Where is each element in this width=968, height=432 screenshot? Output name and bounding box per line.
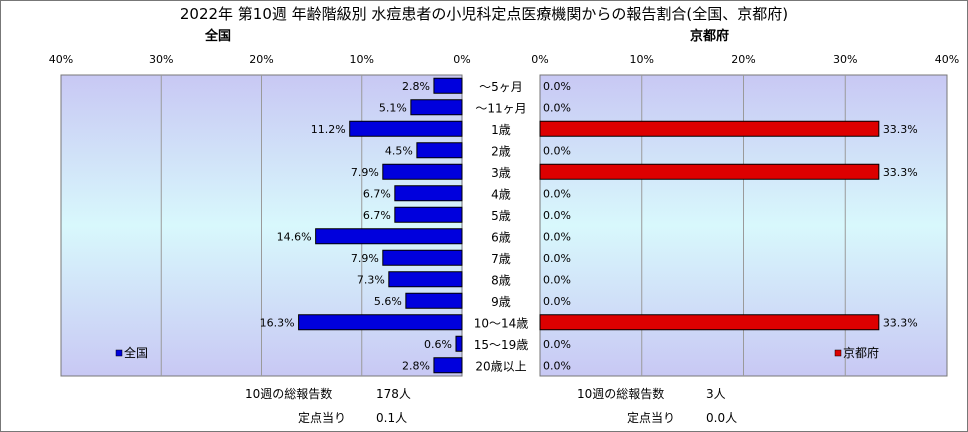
national-bar — [349, 120, 463, 137]
national-data-label: 2.8% — [402, 359, 430, 372]
national-subtitle: 全国 — [205, 29, 232, 44]
age-category-label: 〜5ヶ月 — [479, 80, 523, 94]
national-bar — [394, 185, 463, 202]
kyoto-data-label: 0.0% — [543, 144, 571, 157]
national-bar — [433, 357, 463, 374]
national-bar — [298, 314, 463, 331]
national-data-label: 4.5% — [385, 144, 413, 157]
national-bar — [455, 335, 463, 352]
national-total-label: 10週の総報告数 — [245, 387, 333, 401]
chart-title: 2022年 第10週 年齢階級別 水痘患者の小児科定点医療機関からの報告割合(全… — [179, 5, 789, 23]
kyoto-per-label: 定点当り — [627, 411, 676, 425]
kyoto-per-value: 0.0人 — [706, 411, 738, 425]
age-category-label: 8歳 — [491, 273, 511, 287]
age-category-label: 6歳 — [491, 230, 511, 244]
kyoto-data-label: 0.0% — [543, 338, 571, 351]
national-per-value: 0.1人 — [376, 411, 408, 425]
kyoto-tick-label: 0% — [531, 53, 548, 66]
national-bar — [382, 249, 463, 266]
national-tick-label: 40% — [49, 53, 73, 66]
national-data-label: 11.2% — [311, 123, 346, 136]
national-panel: 40% 30% 20% 10% 0% 2.8% 5.1% 11.2% 4.5% 7.9% 6.7% 6… — [49, 53, 471, 377]
kyoto-tick-label: 40% — [935, 53, 959, 66]
kyoto-data-label: 33.3% — [883, 166, 918, 179]
national-data-label: 2.8% — [402, 80, 430, 93]
national-legend-label: 全国 — [124, 345, 148, 360]
national-data-label: 7.3% — [357, 273, 385, 286]
kyoto-data-label: 33.3% — [883, 316, 918, 329]
kyoto-total-label: 10週の総報告数 — [577, 387, 665, 401]
kyoto-data-label: 0.0% — [543, 295, 571, 308]
kyoto-subtitle: 京都府 — [690, 29, 730, 44]
national-bar — [388, 271, 463, 288]
age-category-label: 4歳 — [491, 187, 511, 201]
national-data-label: 0.6% — [424, 338, 452, 351]
age-category-label: 1歳 — [491, 123, 511, 137]
kyoto-bar — [539, 163, 880, 180]
age-category-label: 20歳以上 — [475, 359, 526, 373]
national-total-value: 178人 — [376, 387, 411, 401]
national-data-label: 16.3% — [260, 316, 295, 329]
kyoto-data-label: 0.0% — [543, 187, 571, 200]
age-category-label: 〜11ヶ月 — [475, 101, 526, 115]
age-category-label: 5歳 — [491, 209, 511, 223]
national-tick-label: 20% — [249, 53, 273, 66]
national-data-label: 5.1% — [379, 101, 407, 114]
kyoto-legend-swatch — [834, 349, 842, 357]
national-per-label: 定点当り — [298, 411, 347, 425]
national-bar — [382, 163, 463, 180]
national-data-label: 6.7% — [363, 187, 391, 200]
kyoto-data-label: 33.3% — [883, 123, 918, 136]
national-bar — [405, 292, 463, 309]
age-category-labels: 〜5ヶ月〜11ヶ月 1歳 2歳 3歳 4歳 5歳 6歳 7歳 8歳 9歳 10〜14歳 15〜19歳 2… — [474, 80, 529, 374]
national-data-label: 7.9% — [351, 252, 379, 265]
national-data-label: 14.6% — [277, 230, 312, 243]
kyoto-data-label: 0.0% — [543, 252, 571, 265]
kyoto-legend-label: 京都府 — [843, 345, 879, 360]
age-category-label: 10〜14歳 — [474, 316, 529, 330]
national-tick-label: 30% — [149, 53, 173, 66]
national-data-label: 6.7% — [363, 209, 391, 222]
kyoto-tick-label: 20% — [731, 53, 755, 66]
age-category-label: 15〜19歳 — [474, 338, 529, 352]
kyoto-data-label: 0.0% — [543, 80, 571, 93]
kyoto-data-label: 0.0% — [543, 359, 571, 372]
kyoto-total-value: 3人 — [706, 387, 726, 401]
national-tick-label: 10% — [350, 53, 374, 66]
kyoto-data-label: 0.0% — [543, 101, 571, 114]
kyoto-tick-label: 30% — [833, 53, 857, 66]
national-tick-label: 0% — [453, 53, 470, 66]
kyoto-data-label: 0.0% — [543, 230, 571, 243]
age-category-label: 9歳 — [491, 295, 511, 309]
age-category-label: 3歳 — [491, 166, 511, 180]
national-bar — [433, 77, 463, 94]
national-bar — [394, 206, 463, 223]
national-bar — [315, 228, 463, 245]
national-bar — [410, 99, 463, 116]
kyoto-bar — [539, 120, 880, 137]
kyoto-data-label: 0.0% — [543, 273, 571, 286]
kyoto-bar — [539, 314, 880, 331]
national-data-label: 7.9% — [351, 166, 379, 179]
age-category-label: 2歳 — [491, 144, 511, 158]
kyoto-data-label: 0.0% — [543, 209, 571, 222]
kyoto-panel: 0% 10% 20% 30% 40% 0.0% 0.0% 33.3% 0.0% 33.3% 0.0%… — [531, 53, 959, 377]
age-category-label: 7歳 — [491, 252, 511, 266]
national-bar — [416, 142, 463, 159]
national-data-label: 5.6% — [374, 295, 402, 308]
national-legend-swatch — [115, 349, 123, 357]
kyoto-tick-label: 10% — [630, 53, 654, 66]
